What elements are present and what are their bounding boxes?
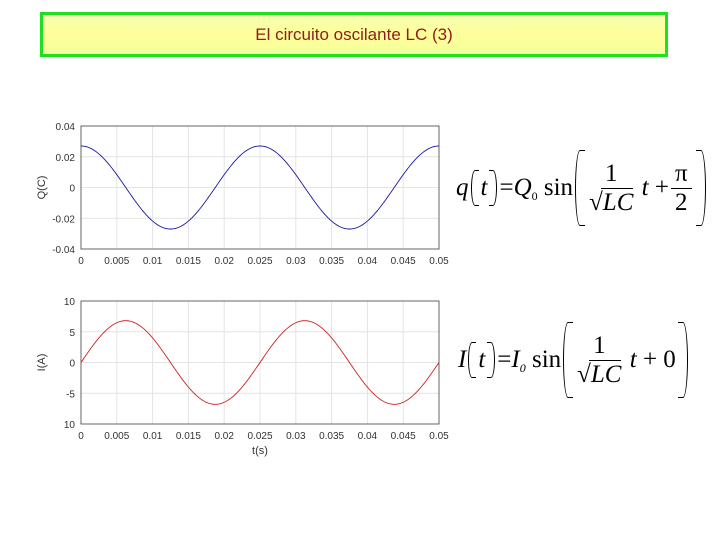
plot-frame <box>80 125 440 250</box>
open-paren <box>563 322 574 398</box>
x-axis-label: t(s) <box>252 445 268 457</box>
y-tick-label: 0.02 <box>56 153 76 164</box>
y-tick-label: 0 <box>69 359 75 370</box>
y-tick-label: 10 <box>64 420 76 431</box>
eq-phase-den: 2 <box>675 188 688 216</box>
open-paren <box>470 170 479 206</box>
x-tick-label: 0.015 <box>176 431 201 442</box>
close-paren <box>677 322 688 398</box>
x-tick-label: 0 <box>78 256 84 267</box>
y-axis-label: Q(C) <box>36 176 48 200</box>
x-tick-label: 0.045 <box>391 256 416 267</box>
y-tick-label: -5 <box>66 389 75 400</box>
x-tick-label: 0.015 <box>176 256 201 267</box>
y-tick-label: -0.02 <box>52 214 75 225</box>
x-tick-label: 0.035 <box>319 431 344 442</box>
eq-fn: sin <box>531 346 562 373</box>
eq-var: t <box>478 346 486 373</box>
y-tick-label: 0 <box>69 184 75 195</box>
series-line <box>80 145 440 230</box>
eq-amp: I <box>511 346 520 373</box>
eq-den: LC <box>602 187 634 216</box>
x-tick-label: 0 <box>78 431 84 442</box>
y-tick-label: 5 <box>69 328 75 339</box>
x-tick-label: 0.01 <box>143 256 163 267</box>
eq-phase: 0 <box>663 346 676 373</box>
x-tick-label: 0.045 <box>391 431 416 442</box>
x-tick-label: 0.025 <box>247 256 272 267</box>
x-tick-label: 0.03 <box>286 431 306 442</box>
eq-lhs: I <box>458 346 467 373</box>
eq-var: t <box>480 174 488 201</box>
current-chart: 0 0.005 0.01 0.015 0.02 0.025 0.03 0.035 0.04 0.0… <box>36 297 449 457</box>
close-paren <box>489 170 498 206</box>
open-paren <box>468 342 477 378</box>
x-tick-label: 0.05 <box>429 431 449 442</box>
y-tick-label: -0.04 <box>52 245 75 256</box>
x-tick-label: 0.005 <box>104 256 129 267</box>
eq-phase-num: π <box>670 160 692 189</box>
x-tick-label: 0.005 <box>104 431 129 442</box>
eq-fn: sin <box>543 174 574 201</box>
y-axis-label: I(A) <box>36 354 48 372</box>
slide-title: El circuito oscilante LC (3) <box>255 24 453 44</box>
eq-num: 1 <box>600 160 622 189</box>
close-paren <box>487 342 496 378</box>
x-tick-label: 0.025 <box>247 431 272 442</box>
close-paren <box>695 150 706 226</box>
eq-lhs: q <box>456 174 469 201</box>
x-tick-label: 0.03 <box>286 256 306 267</box>
open-paren <box>575 150 586 226</box>
y-tick-label: 0.04 <box>56 122 76 133</box>
x-tick-label: 0.05 <box>429 256 449 267</box>
x-tick-label: 0.04 <box>358 431 378 442</box>
eq-num: 1 <box>589 332 610 361</box>
eq-fraction: 1 √LC <box>589 159 634 216</box>
eq-plus: + <box>642 346 658 373</box>
eq-plus: + <box>654 174 669 201</box>
y-tick-label: 10 <box>64 297 76 308</box>
eq-sub: 0 <box>519 360 526 375</box>
x-tick-label: 0.02 <box>214 256 234 267</box>
slide-title-box: El circuito oscilante LC (3) <box>40 12 668 57</box>
eq-sub: 0 <box>531 188 538 203</box>
x-tick-label: 0.02 <box>214 431 234 442</box>
x-tick-label: 0.04 <box>358 256 378 267</box>
eq-fraction: 1 √LC <box>577 331 622 388</box>
eq-amp: Q <box>513 174 532 201</box>
eq-den: LC <box>590 359 622 388</box>
series-line <box>80 320 440 405</box>
charge-chart: 0 0.005 0.01 0.015 0.02 0.025 0.03 0.035 0.04 0.0… <box>36 122 449 267</box>
x-tick-label: 0.01 <box>143 431 163 442</box>
x-tick-label: 0.035 <box>319 256 344 267</box>
